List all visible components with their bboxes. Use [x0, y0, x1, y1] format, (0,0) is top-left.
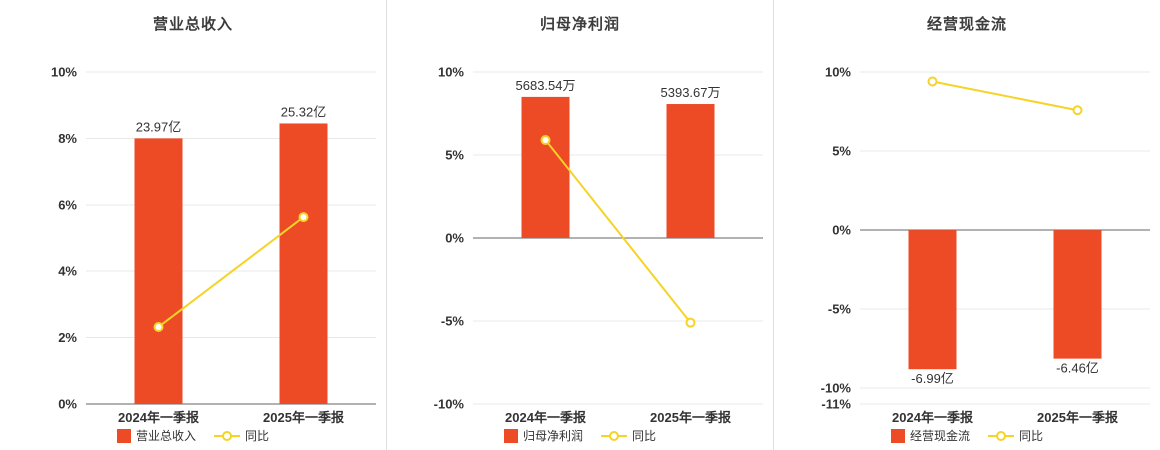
- y-tick-label: 10%: [51, 65, 77, 80]
- chart-legend: 营业总收入 同比: [0, 427, 386, 444]
- chart-panel-net-profit: 归母净利润 10% 5% 0% -5% -10% 5683.54万 5393.67万 2024…: [387, 0, 773, 450]
- chart-legend: 经营现金流 同比: [774, 427, 1160, 444]
- line-legend-swatch: [214, 430, 240, 441]
- x-category-label: 2024年一季报: [505, 410, 587, 425]
- x-category-label: 2025年一季报: [650, 410, 732, 425]
- x-category-label: 2024年一季报: [118, 410, 200, 425]
- y-tick-label: 10%: [438, 65, 464, 80]
- line-legend-swatch: [601, 430, 627, 441]
- bar: [279, 123, 328, 405]
- line-legend-label: 同比: [1019, 429, 1044, 443]
- y-tick-label: 5%: [445, 148, 464, 163]
- bar: [134, 138, 183, 404]
- bar-value-label: 25.32亿: [281, 104, 327, 119]
- trend-point: [153, 321, 164, 332]
- chart-legend: 归母净利润 同比: [387, 427, 773, 444]
- x-category-label: 2024年一季报: [892, 410, 974, 425]
- y-tick-label: -10%: [434, 397, 465, 412]
- bar: [908, 230, 957, 370]
- bar-legend-label: 经营现金流: [909, 429, 970, 443]
- line-legend-circle-icon: [996, 430, 1006, 441]
- line-legend-circle-icon: [609, 430, 619, 441]
- y-tick-label: 0%: [445, 231, 464, 246]
- bar-value-label: 23.97亿: [136, 119, 182, 134]
- bar-legend-swatch: [503, 428, 518, 443]
- chart-plot: 10% 5% 0% -5% -10%-11% -6.99亿 -6.46亿 2024年一季报 20…: [821, 65, 1150, 425]
- trend-point: [540, 135, 551, 146]
- chart-title: 营业总收入: [152, 16, 233, 33]
- panel-divider: [386, 0, 387, 450]
- chart-panel-total-revenue: 营业总收入 10% 8% 6% 4% 2% 0% 23.97亿 25.32亿 2024年一季报 2…: [0, 0, 386, 450]
- legend-item-bar-series[interactable]: 经营现金流: [890, 427, 970, 444]
- bar: [1053, 230, 1102, 359]
- line-legend-label: 同比: [245, 429, 270, 443]
- legend-item-line-series[interactable]: 同比: [601, 427, 656, 444]
- chart-plot: 10% 5% 0% -5% -10% 5683.54万 5393.67万 2024年一季报 20…: [434, 65, 763, 425]
- trend-point: [298, 212, 309, 223]
- y-tick-label: 4%: [58, 264, 77, 279]
- y-tick-label: -11%: [821, 397, 851, 412]
- bar-legend-label: 营业总收入: [135, 429, 196, 443]
- legend-item-line-series[interactable]: 同比: [214, 427, 269, 444]
- bar: [666, 104, 715, 239]
- trend-line: [544, 139, 692, 324]
- bar-legend-swatch: [890, 428, 905, 443]
- y-tick-label: 0%: [832, 223, 851, 238]
- y-tick-label: -5%: [441, 314, 465, 329]
- legend-item-bar-series[interactable]: 归母净利润: [503, 427, 583, 444]
- bar-value-label: -6.46亿: [1056, 361, 1099, 376]
- trend-line: [932, 80, 1078, 112]
- bar-legend-swatch: [116, 428, 131, 443]
- trend-point: [927, 76, 938, 87]
- trend-point: [685, 317, 696, 328]
- x-category-label: 2025年一季报: [263, 410, 345, 425]
- y-tick-label: 5%: [832, 144, 851, 159]
- panel-divider: [773, 0, 774, 450]
- y-tick-label: 0%: [58, 397, 77, 412]
- trend-line: [157, 216, 305, 328]
- bar-value-label: -6.99亿: [911, 371, 954, 386]
- y-tick-label: 8%: [58, 131, 77, 146]
- line-legend-swatch: [988, 430, 1014, 441]
- chart-title: 经营现金流: [926, 16, 1007, 33]
- legend-item-line-series[interactable]: 同比: [988, 427, 1043, 444]
- chart-title: 归母净利润: [539, 16, 620, 33]
- bar-legend-label: 归母净利润: [522, 429, 583, 443]
- chart-panel-operating-cash-flow: 经营现金流 10% 5% 0% -5% -10% -11% -6.99亿 -6.46亿 2024…: [774, 0, 1160, 450]
- bar: [521, 96, 570, 239]
- legend-item-bar-series[interactable]: 营业总收入: [116, 427, 196, 444]
- y-tick-label: -5%: [828, 302, 852, 317]
- y-tick-label: -10%: [821, 381, 852, 396]
- y-tick-label: 10%: [825, 65, 851, 80]
- bar-value-label: 5683.54万: [516, 78, 576, 93]
- x-category-label: 2025年一季报: [1037, 410, 1119, 425]
- trend-point: [1072, 105, 1083, 116]
- y-tick-label: 2%: [58, 330, 77, 345]
- y-tick-label: 6%: [58, 197, 77, 212]
- line-legend-circle-icon: [222, 430, 232, 441]
- bar-value-label: 5393.67万: [661, 85, 721, 100]
- line-legend-label: 同比: [632, 429, 657, 443]
- chart-plot: 10% 8% 6% 4% 2% 0% 23.97亿 25.32亿 2024年一季报 2025年一季…: [51, 65, 376, 425]
